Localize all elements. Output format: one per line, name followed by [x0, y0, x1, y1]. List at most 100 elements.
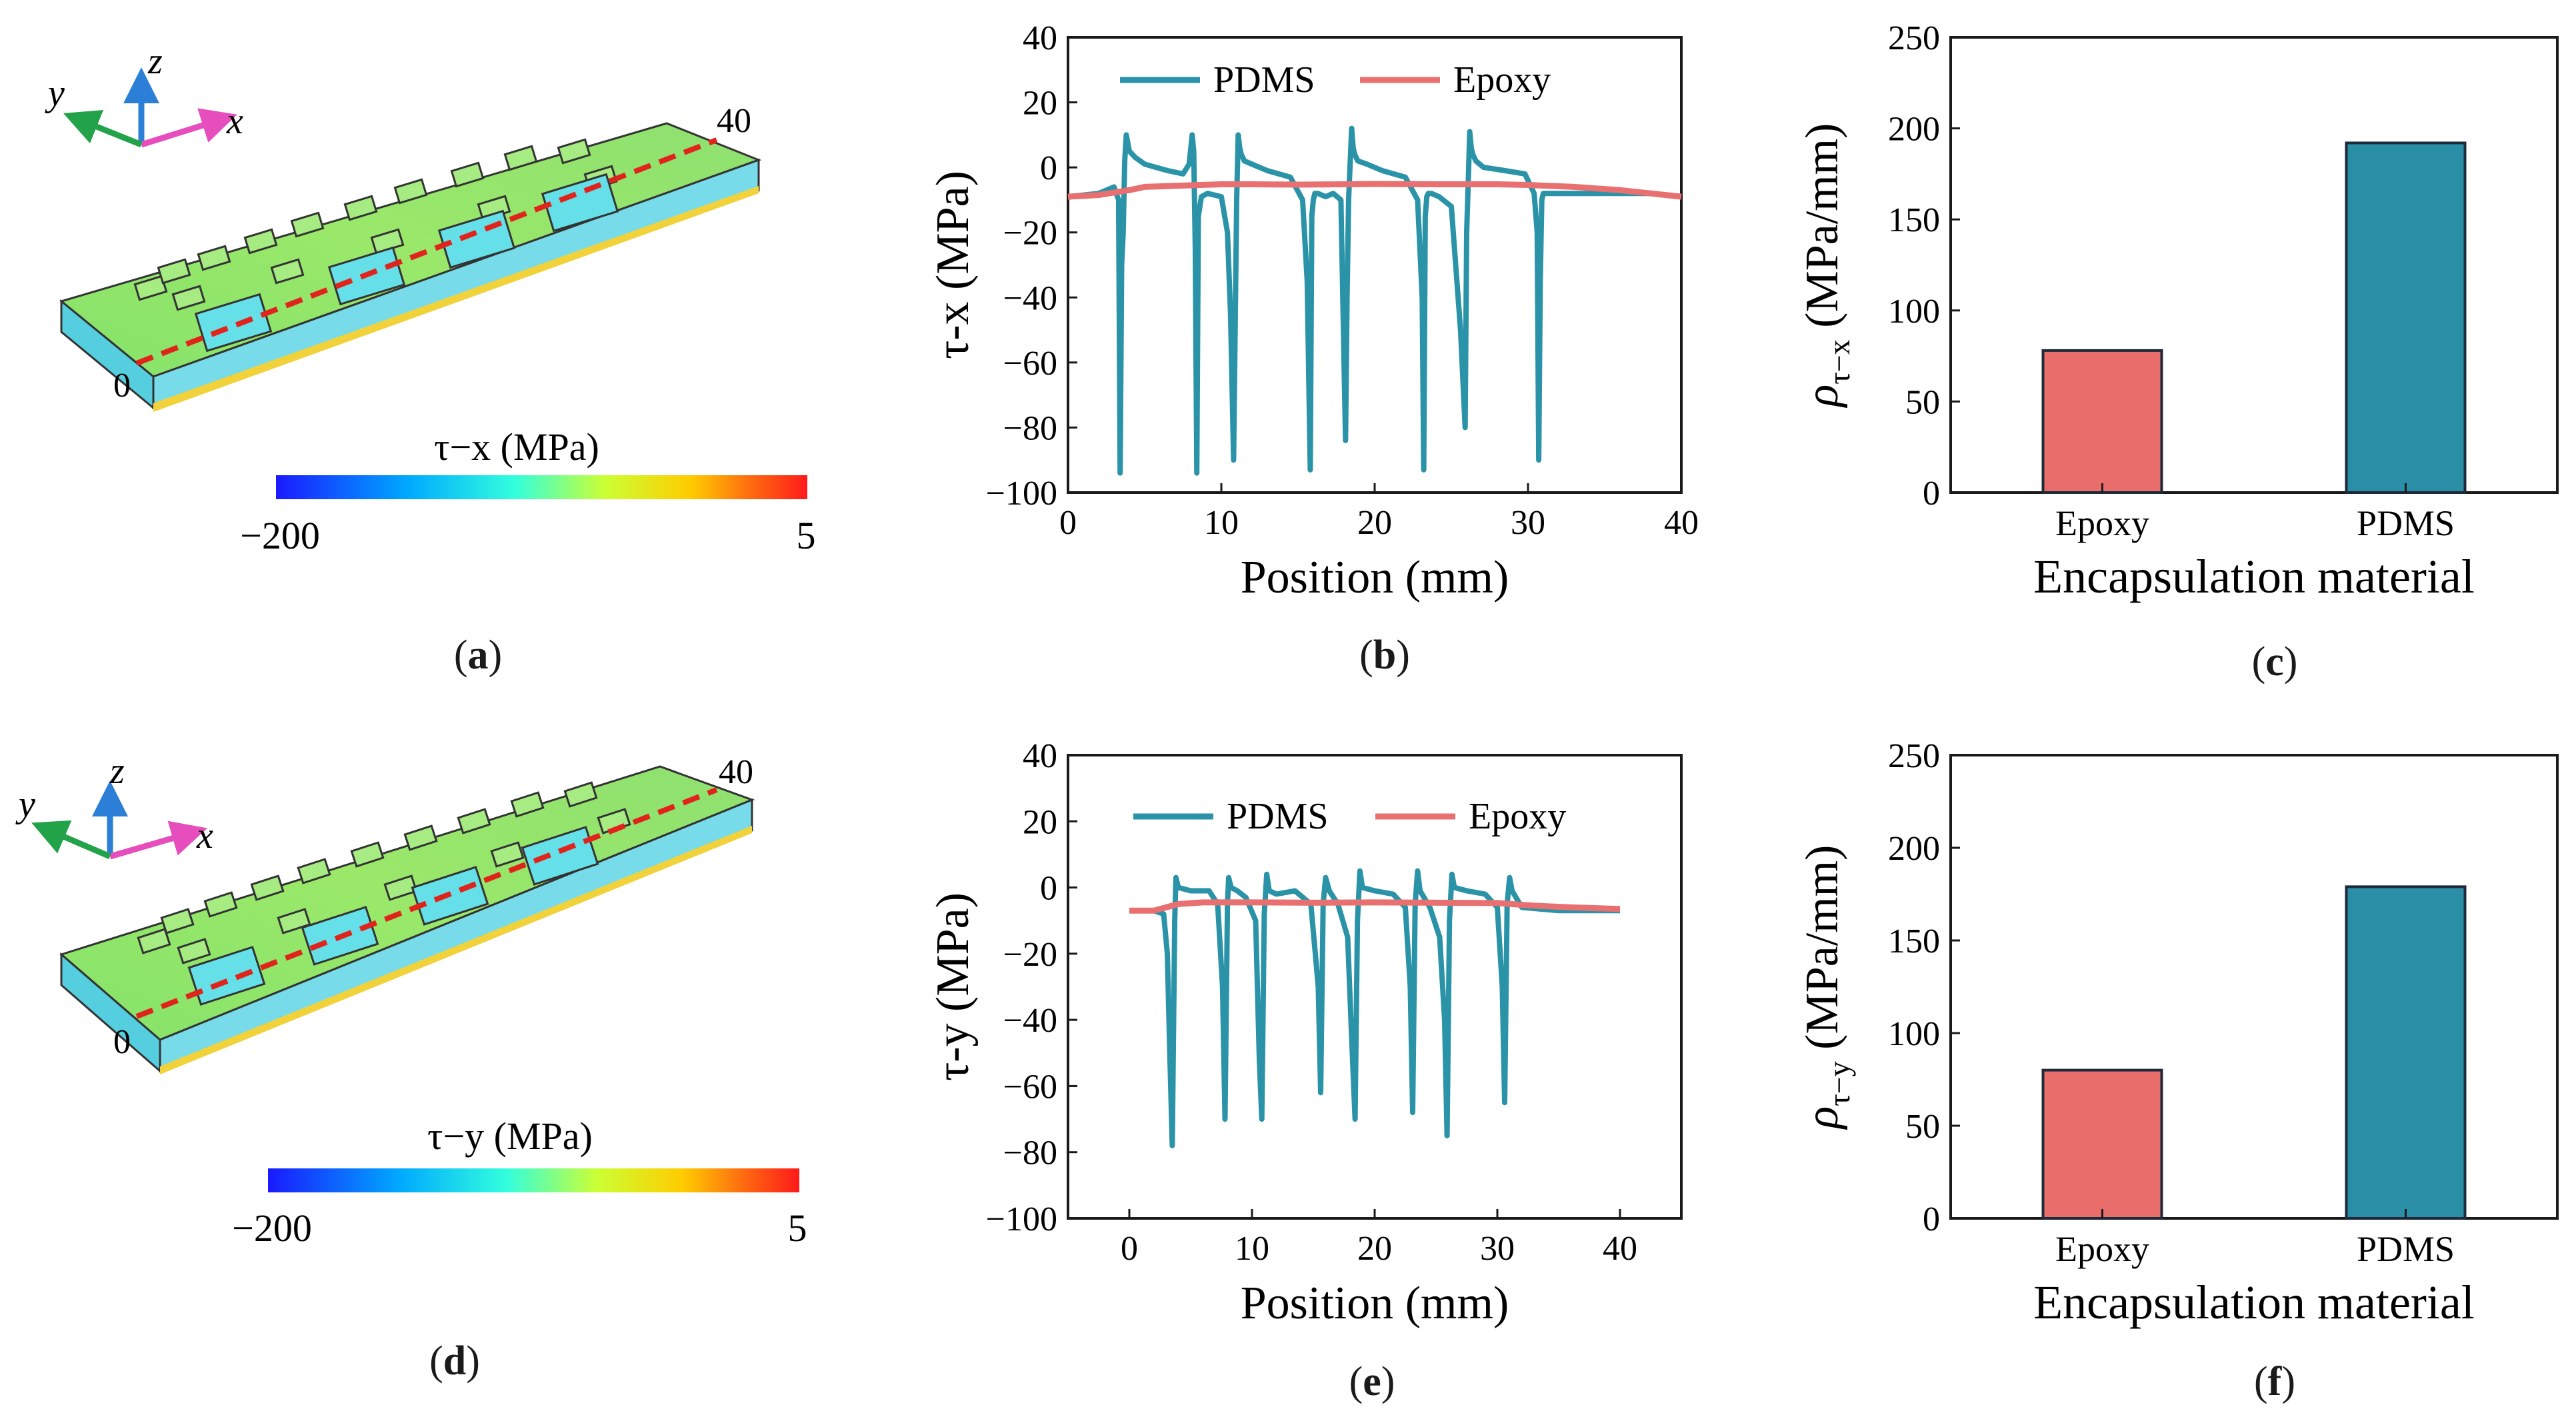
plot-frame [1067, 36, 1683, 494]
x-tick-label: 20 [1357, 1230, 1392, 1268]
y-tick-label: 250 [1888, 19, 1940, 57]
bar-epoxy [2041, 349, 2163, 494]
bar-pdms [2345, 885, 2467, 1220]
colorbar-max: 5 [797, 514, 816, 557]
x-ticks: 0 10 20 30 40 [1059, 483, 1699, 542]
axis-x-label: x [226, 101, 243, 142]
panel-label-c: (c) [2251, 639, 2298, 685]
plot-frame [1067, 754, 1683, 1220]
legend-label-pdms: PDMS [1227, 796, 1329, 837]
y-tick-label: 100 [1888, 1015, 1940, 1053]
y-tick-label: −100 [986, 1200, 1057, 1238]
legend-label-pdms: PDMS [1213, 59, 1315, 101]
axis-z-label: z [109, 750, 125, 792]
x-tick-label: 40 [1603, 1230, 1637, 1268]
y-axis-label: ρτ−y (MPa/mm) [1797, 845, 1856, 1130]
panel-a-3d-model: z x y [45, 41, 816, 557]
plot-frame [1949, 36, 2559, 494]
legend: PDMS Epoxy [1133, 796, 1566, 837]
x-tick-label: 30 [1511, 504, 1545, 542]
y-axis-unit: (MPa/mm) [1797, 845, 1848, 1062]
colorbar-label: τ−y (MPa) [427, 1114, 593, 1158]
panel-label-b: (b) [1359, 633, 1410, 678]
series-line-pdms [1129, 868, 1620, 1148]
y-tick-label: 0 [1040, 149, 1057, 187]
panel-label-a: (a) [453, 633, 503, 678]
y-tick-label: 150 [1888, 201, 1940, 239]
y-axis-subscript: τ−y [1822, 1061, 1856, 1106]
plot-frame [1949, 754, 2559, 1220]
y-axis-label: τ-x (MPa) [927, 171, 979, 359]
x-tick-label: 0 [1059, 504, 1077, 542]
x-tick-label: 0 [1121, 1230, 1138, 1268]
x-axis-label: Encapsulation material [2033, 1276, 2475, 1329]
y-tick-label: −20 [1003, 215, 1057, 253]
path-end-label: 40 [717, 102, 751, 140]
y-tick-label: 50 [1905, 1108, 1940, 1146]
colorbar-min: −200 [240, 514, 320, 557]
y-tick-label: 20 [1023, 803, 1057, 841]
panel-label-e: (e) [1349, 1359, 1395, 1404]
series-line-pdms [1067, 125, 1682, 476]
colorbar-max: 5 [788, 1206, 807, 1250]
y-tick-label: 0 [1923, 1200, 1940, 1238]
y-tick-label: 40 [1023, 737, 1057, 775]
y-tick-label: −100 [986, 475, 1057, 513]
x-axis-label: Position (mm) [1241, 552, 1509, 603]
y-axis-label: τ-y (MPa) [927, 892, 979, 1081]
electronic-components [137, 781, 631, 964]
y-ticks: 0 50 100 150 200 250 [1888, 737, 1960, 1238]
path-end-label: 40 [719, 753, 753, 791]
chart-c-stress-gradient-x: 0 50 100 150 200 250 Epoxy PDMS Encapsulation ma… [1797, 19, 2559, 603]
y-axis-unit: (MPa/mm) [1797, 123, 1848, 340]
x-axis-label: Position (mm) [1241, 1278, 1509, 1329]
x-tick-label: 20 [1357, 504, 1392, 542]
x-ticks: 0 10 20 30 40 [1121, 1209, 1637, 1268]
y-tick-label: 150 [1888, 922, 1940, 960]
axis-z-label: z [147, 41, 163, 82]
x-tick-label: 10 [1235, 1230, 1269, 1268]
colorbar-gradient [276, 475, 807, 499]
legend-label-epoxy: Epoxy [1453, 59, 1551, 101]
measurement-path [135, 787, 718, 1019]
chart-b-shear-stress-x: 0 10 20 30 40 −100 −80 −60 −40 −20 0 20 40 Position (… [927, 19, 1699, 603]
coordinate-triad: z x y [45, 41, 243, 148]
y-axis-symbol: ρ [1797, 1106, 1848, 1130]
series-line-epoxy [1067, 181, 1682, 200]
colorbar: τ−y (MPa) −200 5 [232, 1114, 807, 1250]
y-ticks: −100 −80 −60 −40 −20 0 20 40 [986, 19, 1077, 513]
y-tick-label: 0 [1923, 475, 1940, 513]
y-ticks: −100 −80 −60 −40 −20 0 20 40 [986, 737, 1077, 1238]
y-tick-label: −80 [1003, 1134, 1057, 1172]
x-tick-label: 10 [1204, 504, 1239, 542]
x-tick-label-pdms: PDMS [2357, 503, 2455, 543]
x-tick-label: 30 [1480, 1230, 1515, 1268]
x-tick-label-epoxy: Epoxy [2055, 503, 2149, 543]
y-axis-label: ρτ−x (MPa/mm) [1797, 123, 1856, 409]
x-tick-label-pdms: PDMS [2357, 1229, 2455, 1269]
y-tick-label: 100 [1888, 293, 1940, 331]
colorbar-label: τ−x (MPa) [434, 425, 599, 469]
colorbar: τ−x (MPa) −200 5 [240, 425, 815, 557]
x-axis-label: Encapsulation material [2033, 550, 2475, 603]
bar-epoxy [2041, 1068, 2163, 1220]
series-line-epoxy [1129, 899, 1621, 914]
x-tick-label-epoxy: Epoxy [2055, 1229, 2149, 1269]
chart-e-shear-stress-y: 0 10 20 30 40 −100 −80 −60 −40 −20 0 20 40 Position (… [927, 737, 1683, 1329]
panel-d-3d-model: z x y [15, 750, 807, 1250]
y-tick-label: 200 [1888, 830, 1940, 868]
bar-pdms [2345, 141, 2467, 494]
y-tick-label: 50 [1905, 383, 1940, 421]
electronic-components [133, 138, 618, 311]
y-tick-label: −60 [1003, 1068, 1057, 1106]
panel-label-f: (f) [2254, 1359, 2295, 1404]
y-tick-label: 200 [1888, 111, 1940, 149]
legend: PDMS Epoxy [1120, 59, 1551, 101]
path-start-label: 0 [113, 367, 131, 405]
colorbar-gradient [268, 1168, 799, 1192]
y-tick-label: 0 [1040, 870, 1057, 908]
axis-y-label: y [45, 73, 65, 114]
y-tick-label: 20 [1023, 85, 1057, 123]
axis-x-label: x [196, 815, 213, 856]
